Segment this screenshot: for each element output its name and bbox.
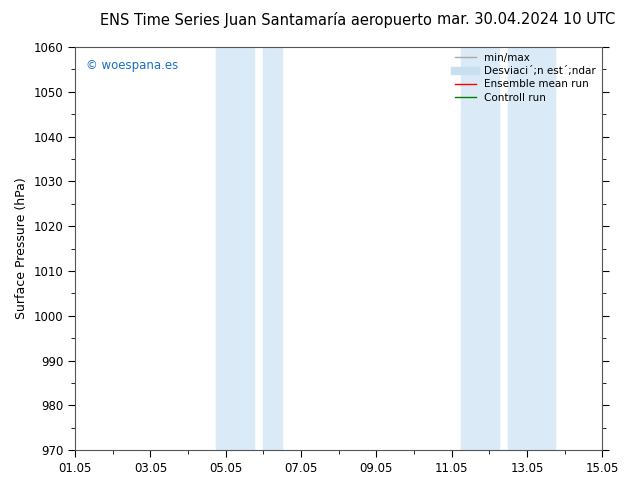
Text: ENS Time Series Juan Santamaría aeropuerto: ENS Time Series Juan Santamaría aeropuer… bbox=[100, 12, 432, 28]
Bar bbox=[263, 47, 282, 450]
Text: © woespana.es: © woespana.es bbox=[86, 59, 178, 72]
Bar bbox=[216, 47, 254, 450]
Legend: min/max, Desviaci´;n est´;ndar, Ensemble mean run, Controll run: min/max, Desviaci´;n est´;ndar, Ensemble… bbox=[451, 49, 600, 107]
Text: mar. 30.04.2024 10 UTC: mar. 30.04.2024 10 UTC bbox=[437, 12, 615, 27]
Bar bbox=[461, 47, 499, 450]
Bar bbox=[508, 47, 555, 450]
Y-axis label: Surface Pressure (hPa): Surface Pressure (hPa) bbox=[15, 178, 28, 319]
